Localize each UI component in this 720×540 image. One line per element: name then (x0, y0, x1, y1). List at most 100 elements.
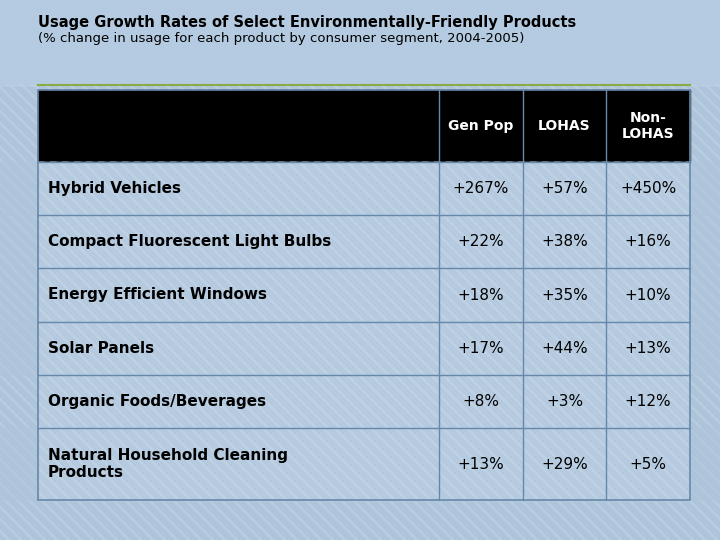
Polygon shape (2, 215, 61, 268)
Polygon shape (0, 215, 25, 268)
Polygon shape (432, 0, 720, 85)
Polygon shape (422, 375, 481, 428)
Polygon shape (12, 0, 558, 85)
Polygon shape (38, 268, 97, 322)
Polygon shape (650, 375, 709, 428)
Polygon shape (590, 322, 649, 375)
Polygon shape (362, 428, 440, 500)
Polygon shape (266, 162, 325, 215)
Polygon shape (290, 162, 349, 215)
Polygon shape (146, 215, 205, 268)
Polygon shape (542, 375, 601, 428)
Polygon shape (566, 375, 625, 428)
Polygon shape (530, 215, 589, 268)
Polygon shape (456, 0, 720, 540)
Polygon shape (0, 268, 1, 322)
Polygon shape (564, 0, 720, 85)
Polygon shape (0, 0, 150, 85)
Polygon shape (590, 215, 649, 268)
Polygon shape (362, 322, 421, 375)
Polygon shape (710, 162, 720, 215)
Polygon shape (0, 0, 534, 85)
Polygon shape (182, 428, 260, 500)
Polygon shape (494, 428, 572, 500)
Polygon shape (446, 428, 523, 500)
Polygon shape (0, 0, 438, 540)
Polygon shape (386, 375, 445, 428)
Polygon shape (0, 0, 66, 540)
Polygon shape (134, 215, 193, 268)
Bar (0, 0, 720, 85)
Polygon shape (600, 0, 720, 85)
Polygon shape (482, 428, 559, 500)
Polygon shape (432, 0, 720, 540)
Polygon shape (168, 0, 714, 540)
Polygon shape (662, 162, 720, 215)
Polygon shape (216, 0, 720, 540)
Polygon shape (204, 0, 720, 540)
Polygon shape (470, 375, 529, 428)
Bar (38, 162, 690, 215)
Polygon shape (614, 162, 673, 215)
Polygon shape (482, 162, 541, 215)
Polygon shape (74, 268, 133, 322)
Polygon shape (578, 268, 637, 322)
Polygon shape (74, 322, 133, 375)
Polygon shape (660, 0, 720, 85)
Polygon shape (156, 0, 702, 540)
Polygon shape (458, 215, 517, 268)
Polygon shape (180, 0, 720, 85)
Polygon shape (0, 0, 6, 540)
Polygon shape (504, 0, 720, 85)
Polygon shape (0, 375, 1, 428)
Polygon shape (266, 375, 325, 428)
Polygon shape (0, 0, 414, 540)
Polygon shape (336, 0, 720, 540)
Polygon shape (0, 375, 37, 428)
Polygon shape (506, 428, 584, 500)
Polygon shape (288, 0, 720, 540)
Polygon shape (698, 322, 720, 375)
Polygon shape (230, 375, 289, 428)
Polygon shape (674, 162, 720, 215)
Polygon shape (540, 0, 720, 85)
Polygon shape (648, 0, 720, 85)
Polygon shape (0, 0, 234, 85)
Polygon shape (482, 375, 541, 428)
Polygon shape (374, 162, 433, 215)
Polygon shape (386, 322, 445, 375)
Polygon shape (374, 375, 433, 428)
Polygon shape (98, 322, 157, 375)
Polygon shape (540, 0, 720, 540)
Polygon shape (24, 0, 570, 85)
Polygon shape (146, 322, 205, 375)
Polygon shape (96, 0, 642, 540)
Polygon shape (504, 0, 720, 540)
Polygon shape (0, 0, 390, 85)
Polygon shape (470, 215, 529, 268)
Polygon shape (194, 322, 253, 375)
Polygon shape (302, 322, 361, 375)
Polygon shape (206, 322, 265, 375)
Polygon shape (0, 0, 258, 85)
Polygon shape (0, 0, 138, 85)
Polygon shape (48, 0, 594, 85)
Polygon shape (326, 268, 385, 322)
Text: LOHAS: LOHAS (538, 119, 591, 133)
Polygon shape (350, 428, 428, 500)
Bar (38, 90, 690, 162)
Polygon shape (494, 375, 553, 428)
Polygon shape (0, 0, 222, 85)
Polygon shape (698, 215, 720, 268)
Polygon shape (62, 215, 121, 268)
Polygon shape (446, 215, 505, 268)
Text: +22%: +22% (457, 234, 504, 249)
Bar (38, 322, 690, 375)
Polygon shape (0, 0, 306, 85)
Polygon shape (588, 0, 720, 85)
Polygon shape (446, 162, 505, 215)
Polygon shape (254, 268, 313, 322)
Polygon shape (254, 375, 313, 428)
Polygon shape (86, 162, 145, 215)
Polygon shape (0, 0, 342, 540)
